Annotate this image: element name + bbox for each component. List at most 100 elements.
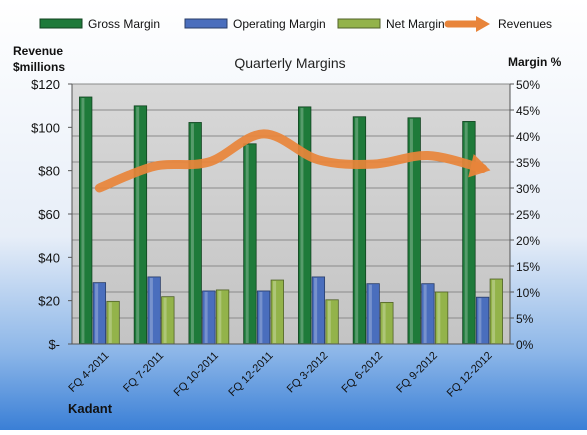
chart-title: Quarterly Margins	[234, 55, 345, 71]
net-margin-bar	[161, 296, 175, 345]
operating-margin-bar	[202, 290, 216, 345]
gross-margin-bar-highlight	[464, 122, 468, 343]
gross-margin-legend-swatch	[39, 18, 83, 29]
operating-margin-bar-highlight	[314, 277, 318, 343]
right-tick-label: 20%	[516, 234, 540, 248]
legend-item-net-margin: Net Margin	[337, 17, 445, 31]
net-margin-bar-highlight	[108, 302, 112, 343]
gross-margin-bar-body	[79, 96, 93, 345]
operating-margin-bar-body	[475, 296, 490, 345]
net-margin-bar	[380, 301, 394, 345]
right-tick-label: 0%	[516, 338, 534, 352]
right-tick-label: 35%	[516, 156, 540, 170]
operating-margin-bar-highlight	[259, 291, 263, 343]
operating-margin-bar-body	[311, 276, 326, 345]
net-margin-bar-body	[489, 278, 503, 345]
net-margin-bar	[106, 300, 120, 345]
operating-margin-bar	[92, 282, 107, 345]
gross-margin-bar	[79, 96, 93, 345]
revenue-line-path	[94, 129, 488, 193]
operating-margin-bar-highlight	[478, 298, 482, 343]
net-margin-bar-highlight	[218, 290, 222, 343]
net-margin-legend-label: Net Margin	[386, 17, 445, 31]
operating-margin-bar	[475, 296, 490, 345]
net-margin-bar	[270, 279, 284, 345]
gross-margin-bar-highlight	[245, 144, 249, 343]
revenue-arrowhead	[468, 154, 491, 178]
gross-margin-bar	[352, 116, 367, 345]
operating-margin-legend-label: Operating Margin	[233, 17, 326, 31]
gross-margin-bar-body	[188, 122, 202, 345]
left-tick-label: $-	[48, 337, 60, 352]
gross-margin-bar-highlight	[409, 118, 413, 343]
gross-margin-bar	[462, 121, 476, 345]
left-tick-label: $40	[38, 250, 60, 265]
right-tick-label: 10%	[516, 286, 540, 300]
legend-item-operating-margin: Operating Margin	[184, 17, 326, 31]
operating-margin-bar	[256, 290, 271, 345]
net-margin-bar	[434, 291, 449, 345]
net-margin-bar-body	[270, 279, 284, 345]
net-margin-bar-body	[380, 301, 394, 345]
left-axis-label-line2: $millions	[13, 60, 65, 74]
net-margin-bar-body	[106, 300, 120, 345]
net-margin-bar-body	[161, 296, 175, 345]
gross-margin-bar	[298, 106, 312, 345]
left-tick-label: $80	[38, 164, 60, 179]
net-margin-bar	[325, 299, 339, 345]
revenue-line	[94, 129, 491, 193]
net-margin-bar-highlight	[273, 281, 277, 343]
left-tick-label: $60	[38, 207, 60, 222]
operating-margin-bar-body	[147, 276, 161, 345]
gross-margin-bar-highlight	[136, 106, 140, 343]
operating-margin-bar-body	[202, 290, 216, 345]
operating-margin-bar-highlight	[423, 284, 427, 343]
brand-label: Kadant	[68, 401, 113, 416]
right-axis-label: Margin %	[508, 55, 562, 69]
right-tick-label: 45%	[516, 104, 540, 118]
gross-margin-bar-body	[133, 105, 148, 345]
net-margin-bar-body	[325, 299, 339, 345]
legend: Gross Margin Operating Margin Net Margin Re…	[39, 16, 552, 32]
gross-margin-legend-label: Gross Margin	[88, 17, 160, 31]
right-tick-label: 30%	[516, 182, 540, 196]
net-margin-bar-highlight	[163, 297, 167, 343]
net-margin-bar-highlight	[437, 293, 441, 343]
gross-margin-bar-highlight	[190, 123, 194, 343]
left-tick-label: $20	[38, 294, 60, 309]
operating-margin-legend-swatch	[184, 18, 228, 29]
operating-margin-bar-body	[421, 283, 435, 345]
operating-margin-bar-highlight	[95, 283, 99, 343]
operating-margin-bar	[421, 283, 435, 345]
left-tick-label: $100	[31, 120, 60, 135]
operating-margin-bar	[147, 276, 161, 345]
net-margin-bar-highlight	[327, 300, 331, 343]
gross-margin-bar-body	[352, 116, 367, 345]
right-tick-label: 25%	[516, 208, 540, 222]
net-margin-bar	[489, 278, 503, 345]
gross-margin-bar	[188, 122, 202, 345]
operating-margin-bar	[366, 283, 380, 345]
gross-margin-bar-highlight	[300, 107, 304, 343]
right-tick-label: 50%	[516, 78, 540, 92]
right-tick-label: 5%	[516, 312, 534, 326]
gross-margin-bar-body	[462, 121, 476, 345]
gross-margin-bar	[407, 117, 421, 345]
revenues-legend-arrow	[476, 16, 490, 32]
net-margin-bar-highlight	[382, 303, 386, 343]
right-tick-label: 40%	[516, 130, 540, 144]
operating-margin-bar-highlight	[204, 291, 208, 343]
net-margin-bar-highlight	[492, 280, 496, 343]
right-tick-label: 15%	[516, 260, 540, 274]
bars	[79, 96, 503, 345]
operating-margin-bar-body	[256, 290, 271, 345]
operating-margin-bar-body	[366, 283, 380, 345]
net-margin-bar-body	[434, 291, 449, 345]
revenues-legend-label: Revenues	[498, 17, 552, 31]
gross-margin-bar	[133, 105, 148, 345]
left-axis-label-line1: Revenue	[13, 44, 63, 58]
net-margin-bar-body	[215, 289, 230, 345]
legend-item-revenues: Revenues	[444, 16, 552, 32]
